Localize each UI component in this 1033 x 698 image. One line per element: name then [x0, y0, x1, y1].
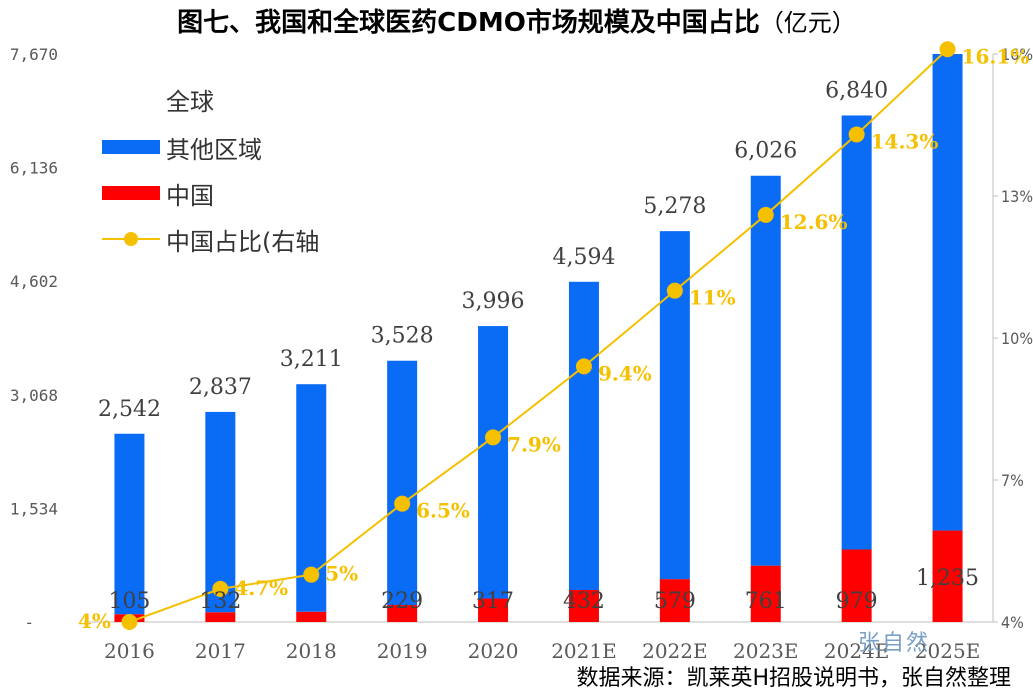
- share-label: 12.6%: [780, 210, 848, 234]
- total-label: 3,996: [462, 289, 525, 314]
- bar-other: [387, 360, 418, 606]
- legend-label-china: 中国: [166, 181, 214, 210]
- china-label: 105: [108, 589, 150, 614]
- watermark: 张自然: [858, 631, 931, 656]
- bar-other: [478, 326, 509, 599]
- legend-item-china: 中国: [102, 178, 214, 210]
- x-tick-label: 2022E: [642, 639, 708, 663]
- legend-swatch-other: [102, 140, 160, 154]
- x-tick-label: 2024E: [824, 639, 890, 663]
- total-label: 5,278: [643, 194, 706, 219]
- total-label: 3,211: [280, 347, 343, 372]
- bar-other: [932, 54, 963, 531]
- bar-china: [841, 549, 872, 622]
- chart-title-text: 图七、我国和全球医药CDMO市场规模及中国占比: [177, 8, 760, 38]
- y-right-tick-label: 10%: [1001, 329, 1033, 348]
- bar-china: [296, 611, 327, 622]
- legend-line-marker-icon: [102, 232, 160, 246]
- bar-china: [932, 530, 963, 622]
- share-point: [575, 358, 592, 375]
- share-label: 6.5%: [416, 499, 470, 523]
- y-left-tick-label: 3,068: [10, 386, 58, 405]
- x-tick-label: 2018: [286, 639, 337, 663]
- share-label: 4%: [78, 609, 111, 633]
- y-left-tick-label: 1,534: [10, 499, 58, 518]
- total-label: 4,594: [552, 245, 615, 270]
- share-point: [394, 495, 411, 512]
- y-right-tick-label: 13%: [1001, 187, 1033, 206]
- bar-china: [205, 612, 236, 622]
- bar-other: [114, 433, 145, 615]
- share-point: [121, 614, 138, 630]
- share-point: [303, 566, 320, 583]
- legend-swatch-china: [102, 186, 160, 200]
- y-right-tick-label: 4%: [1001, 613, 1024, 632]
- share-point: [485, 429, 502, 446]
- bar-other: [568, 281, 599, 591]
- total-label: 6,840: [825, 78, 888, 103]
- bar-china: [750, 565, 781, 622]
- china-label: 229: [381, 589, 423, 614]
- y-left-tick-label: 6,136: [10, 159, 58, 178]
- share-point: [848, 126, 865, 143]
- y-right-tick-label: 7%: [1001, 471, 1024, 490]
- china-label: 761: [745, 589, 787, 614]
- y-left-tick-label: 4,602: [10, 272, 58, 291]
- total-label: 6,026: [734, 139, 797, 164]
- share-point: [939, 41, 956, 58]
- total-label: 2,837: [189, 375, 252, 400]
- bar-china: [659, 579, 690, 622]
- y-left-tick-label: 7,670: [10, 45, 58, 64]
- legend-item-share: 中国占比(右轴: [102, 224, 320, 256]
- china-label: 579: [654, 589, 696, 614]
- chart-axes: -1,5343,0684,6026,1367,6704%7%10%13%16%2…: [10, 45, 1033, 663]
- chart-title: 图七、我国和全球医药CDMO市场规模及中国占比（亿元）: [0, 2, 1033, 39]
- legend-item-other: 其他区域: [102, 132, 262, 164]
- china-label: 979: [836, 589, 878, 614]
- bar-china: [568, 590, 599, 622]
- china-label: 132: [199, 589, 241, 614]
- x-tick-label: 2017: [195, 639, 246, 663]
- legend-label-other: 其他区域: [166, 135, 262, 164]
- share-point: [757, 206, 774, 223]
- share-label: 14.3%: [871, 129, 939, 153]
- chart-title-unit: （亿元）: [759, 9, 856, 37]
- share-label: 4.7%: [234, 576, 288, 600]
- x-tick-label: 2021E: [551, 639, 617, 663]
- share-point: [212, 580, 229, 597]
- source-note: 数据来源：凯莱英H招股说明书，张自然整理: [576, 666, 1011, 691]
- bar-china: [478, 598, 509, 622]
- chart-data-labels: 2,542 2,837 3,211 3,528 3,996 4,594 5,278 6,026…: [78, 44, 1029, 633]
- share-label: 5%: [325, 562, 358, 586]
- bar-china: [387, 605, 418, 622]
- y-right-tick-label: 16%: [1001, 45, 1033, 64]
- share-label: 16.1%: [962, 44, 1030, 68]
- total-label: 2,542: [98, 397, 161, 422]
- share-point: [666, 282, 683, 299]
- share-label: 7.9%: [507, 432, 561, 456]
- x-tick-label: 2020: [468, 639, 519, 663]
- china-label: 432: [563, 589, 605, 614]
- bar-other: [841, 115, 872, 550]
- x-tick-label: 2023E: [733, 639, 799, 663]
- x-tick-label: 2016: [104, 639, 155, 663]
- share-label: 11%: [689, 286, 736, 310]
- china-label: 1,235: [916, 566, 979, 591]
- chart-share-line: [121, 41, 956, 630]
- share-line-path: [129, 48, 949, 623]
- bar-other: [205, 411, 236, 613]
- total-label: 3,528: [371, 324, 434, 349]
- bar-other: [750, 175, 781, 566]
- legend-title: 全球: [166, 88, 214, 116]
- legend-label-share: 中国占比(右轴: [166, 227, 320, 256]
- x-tick-label: 2025E: [915, 639, 981, 663]
- share-label: 9.4%: [598, 361, 652, 385]
- china-label: 317: [472, 589, 514, 614]
- y-left-tick-label: -: [24, 613, 34, 632]
- x-tick-label: 2019: [377, 639, 428, 663]
